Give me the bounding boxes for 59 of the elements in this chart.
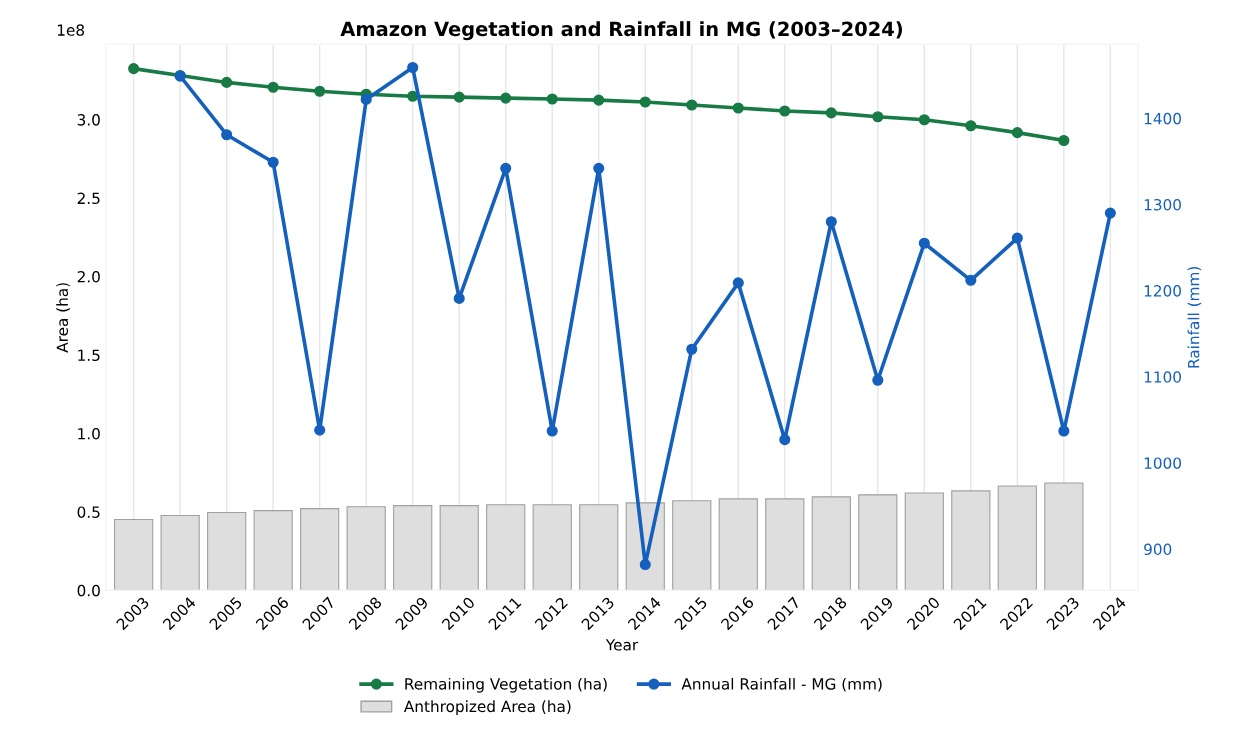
legend-label: Remaining Vegetation (ha) [405,677,607,693]
point [453,292,465,304]
point [314,85,326,97]
point [221,129,233,141]
text: 1e8 [57,24,85,36]
y-tick-label: 0.5 [77,506,100,518]
y-tick-label: 1.5 [78,349,100,362]
y2-tick-label: 1400 [1144,112,1181,125]
point [686,99,698,111]
point [407,61,419,74]
point [1058,134,1070,147]
point [825,107,837,119]
point [267,156,279,168]
point [825,216,837,228]
y-tick-label: 0.0 [77,584,100,597]
point [267,81,279,93]
point [732,277,744,289]
point [965,274,977,286]
point [639,96,651,108]
y2-tick-label: 900 [1144,543,1172,556]
chart-title: Amazon Vegetation and Rainfall in MG (2003–2024) [340,21,903,41]
x-axis-title: Year [605,639,639,651]
point [1104,207,1116,219]
point [453,91,465,103]
point [918,237,930,249]
point [1011,232,1023,244]
point [221,76,233,88]
point [500,92,512,104]
point [965,120,977,132]
point [918,114,930,126]
point [639,559,651,571]
y-tick-label: 3.0 [77,114,100,126]
point [779,434,791,446]
point [1011,127,1023,139]
point [593,94,605,106]
point [732,102,744,114]
y2-tick-label: 1200 [1144,285,1181,297]
y-tick-label: 2.0 [77,271,100,283]
point [779,105,791,117]
point [128,63,140,75]
y2-tick-label: 1100 [1144,371,1181,383]
point [546,93,558,105]
y-tick-label: 2.5 [77,192,100,205]
y-axis-title: Area (ha) [56,283,70,353]
point [546,425,558,437]
y2-tick-label: 1000 [1144,457,1181,469]
point [314,424,326,436]
point [593,162,605,174]
point [1058,425,1070,437]
point [872,374,884,386]
y-tick-label: 1.0 [78,427,100,440]
y2-tick-label: 1300 [1144,198,1181,211]
y2-axis-title: Rainfall (mm) [1187,266,1202,368]
legend-label: Anthropized Area (ha) [403,700,571,716]
point [360,93,372,105]
point [500,162,512,174]
point [872,111,884,123]
point [686,343,698,355]
legend-label: Annual Rainfall - MG (mm) [681,677,882,692]
